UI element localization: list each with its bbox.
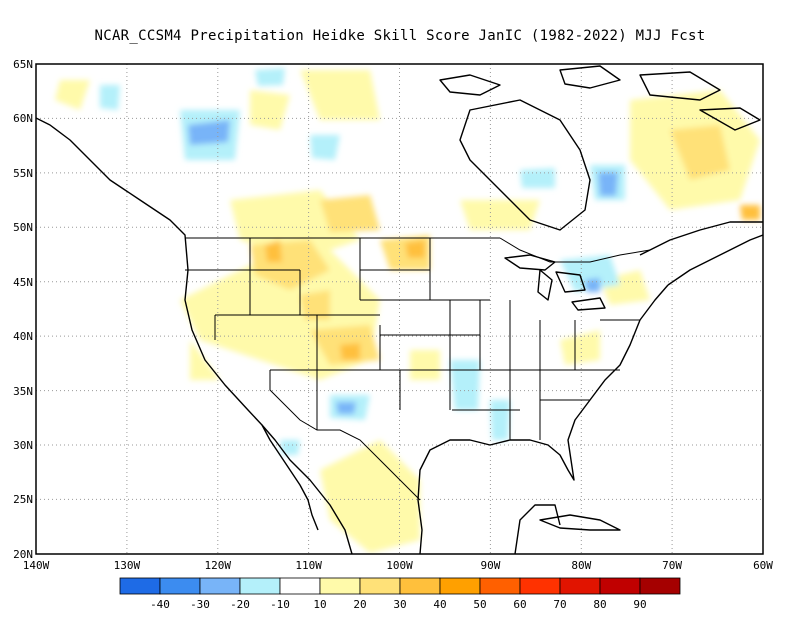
colorbar-swatch bbox=[639, 577, 681, 595]
colorbar-swatch bbox=[199, 577, 241, 595]
lon-label: 60W bbox=[753, 559, 773, 572]
colorbar-swatch bbox=[559, 577, 601, 595]
gridlines bbox=[36, 64, 763, 554]
lat-label: 60N bbox=[13, 112, 33, 125]
lon-label: 130W bbox=[114, 559, 141, 572]
colorbar-label: 70 bbox=[553, 598, 566, 611]
colorbar-swatch bbox=[119, 577, 161, 595]
political-boundaries bbox=[185, 237, 651, 501]
lat-axis-labels: 65N 60N 55N 50N 45N 40N 35N 30N 25N 20N bbox=[13, 58, 33, 561]
lat-label: 65N bbox=[13, 58, 33, 71]
lon-label: 140W bbox=[23, 559, 50, 572]
lon-label: 80W bbox=[571, 559, 591, 572]
lon-label: 100W bbox=[386, 559, 413, 572]
skill-field bbox=[55, 68, 760, 553]
colorbar-swatch bbox=[159, 577, 201, 595]
colorbar-swatch bbox=[239, 577, 281, 595]
colorbar: -40 -30 -20 -10 10 20 30 40 50 60 70 80 90 bbox=[119, 577, 681, 611]
lat-label: 45N bbox=[13, 276, 33, 289]
coastlines bbox=[36, 65, 763, 554]
lat-label: 55N bbox=[13, 167, 33, 180]
lon-label: 110W bbox=[295, 559, 322, 572]
colorbar-label: -10 bbox=[270, 598, 290, 611]
colorbar-swatch bbox=[479, 577, 521, 595]
colorbar-label: 60 bbox=[513, 598, 526, 611]
lat-label: 35N bbox=[13, 385, 33, 398]
colorbar-swatch bbox=[359, 577, 401, 595]
colorbar-label: -40 bbox=[150, 598, 170, 611]
colorbar-label: 50 bbox=[473, 598, 486, 611]
colorbar-swatch bbox=[439, 577, 481, 595]
lat-label: 25N bbox=[13, 493, 33, 506]
colorbar-swatch bbox=[599, 577, 641, 595]
colorbar-swatch bbox=[319, 577, 361, 595]
colorbar-label: -20 bbox=[230, 598, 250, 611]
lon-label: 90W bbox=[480, 559, 500, 572]
chart-title: NCAR_CCSM4 Precipitation Heidke Skill Sc… bbox=[94, 28, 706, 44]
colorbar-label: 40 bbox=[433, 598, 446, 611]
colorbar-label: 90 bbox=[633, 598, 646, 611]
map-frame bbox=[35, 63, 764, 555]
colorbar-label: -30 bbox=[190, 598, 210, 611]
colorbar-swatch bbox=[279, 577, 321, 595]
colorbar-label: 10 bbox=[313, 598, 326, 611]
lon-axis-labels: 140W 130W 120W 110W 100W 90W 80W 70W 60W bbox=[23, 559, 774, 572]
colorbar-label: 20 bbox=[353, 598, 366, 611]
lon-label: 70W bbox=[662, 559, 682, 572]
colorbar-swatch bbox=[399, 577, 441, 595]
lat-label: 20N bbox=[13, 548, 33, 561]
lat-label: 30N bbox=[13, 439, 33, 452]
colorbar-label: 30 bbox=[393, 598, 406, 611]
lat-label: 50N bbox=[13, 221, 33, 234]
lon-label: 120W bbox=[205, 559, 232, 572]
lat-label: 40N bbox=[13, 330, 33, 343]
colorbar-label: 80 bbox=[593, 598, 606, 611]
colorbar-swatch bbox=[519, 577, 561, 595]
